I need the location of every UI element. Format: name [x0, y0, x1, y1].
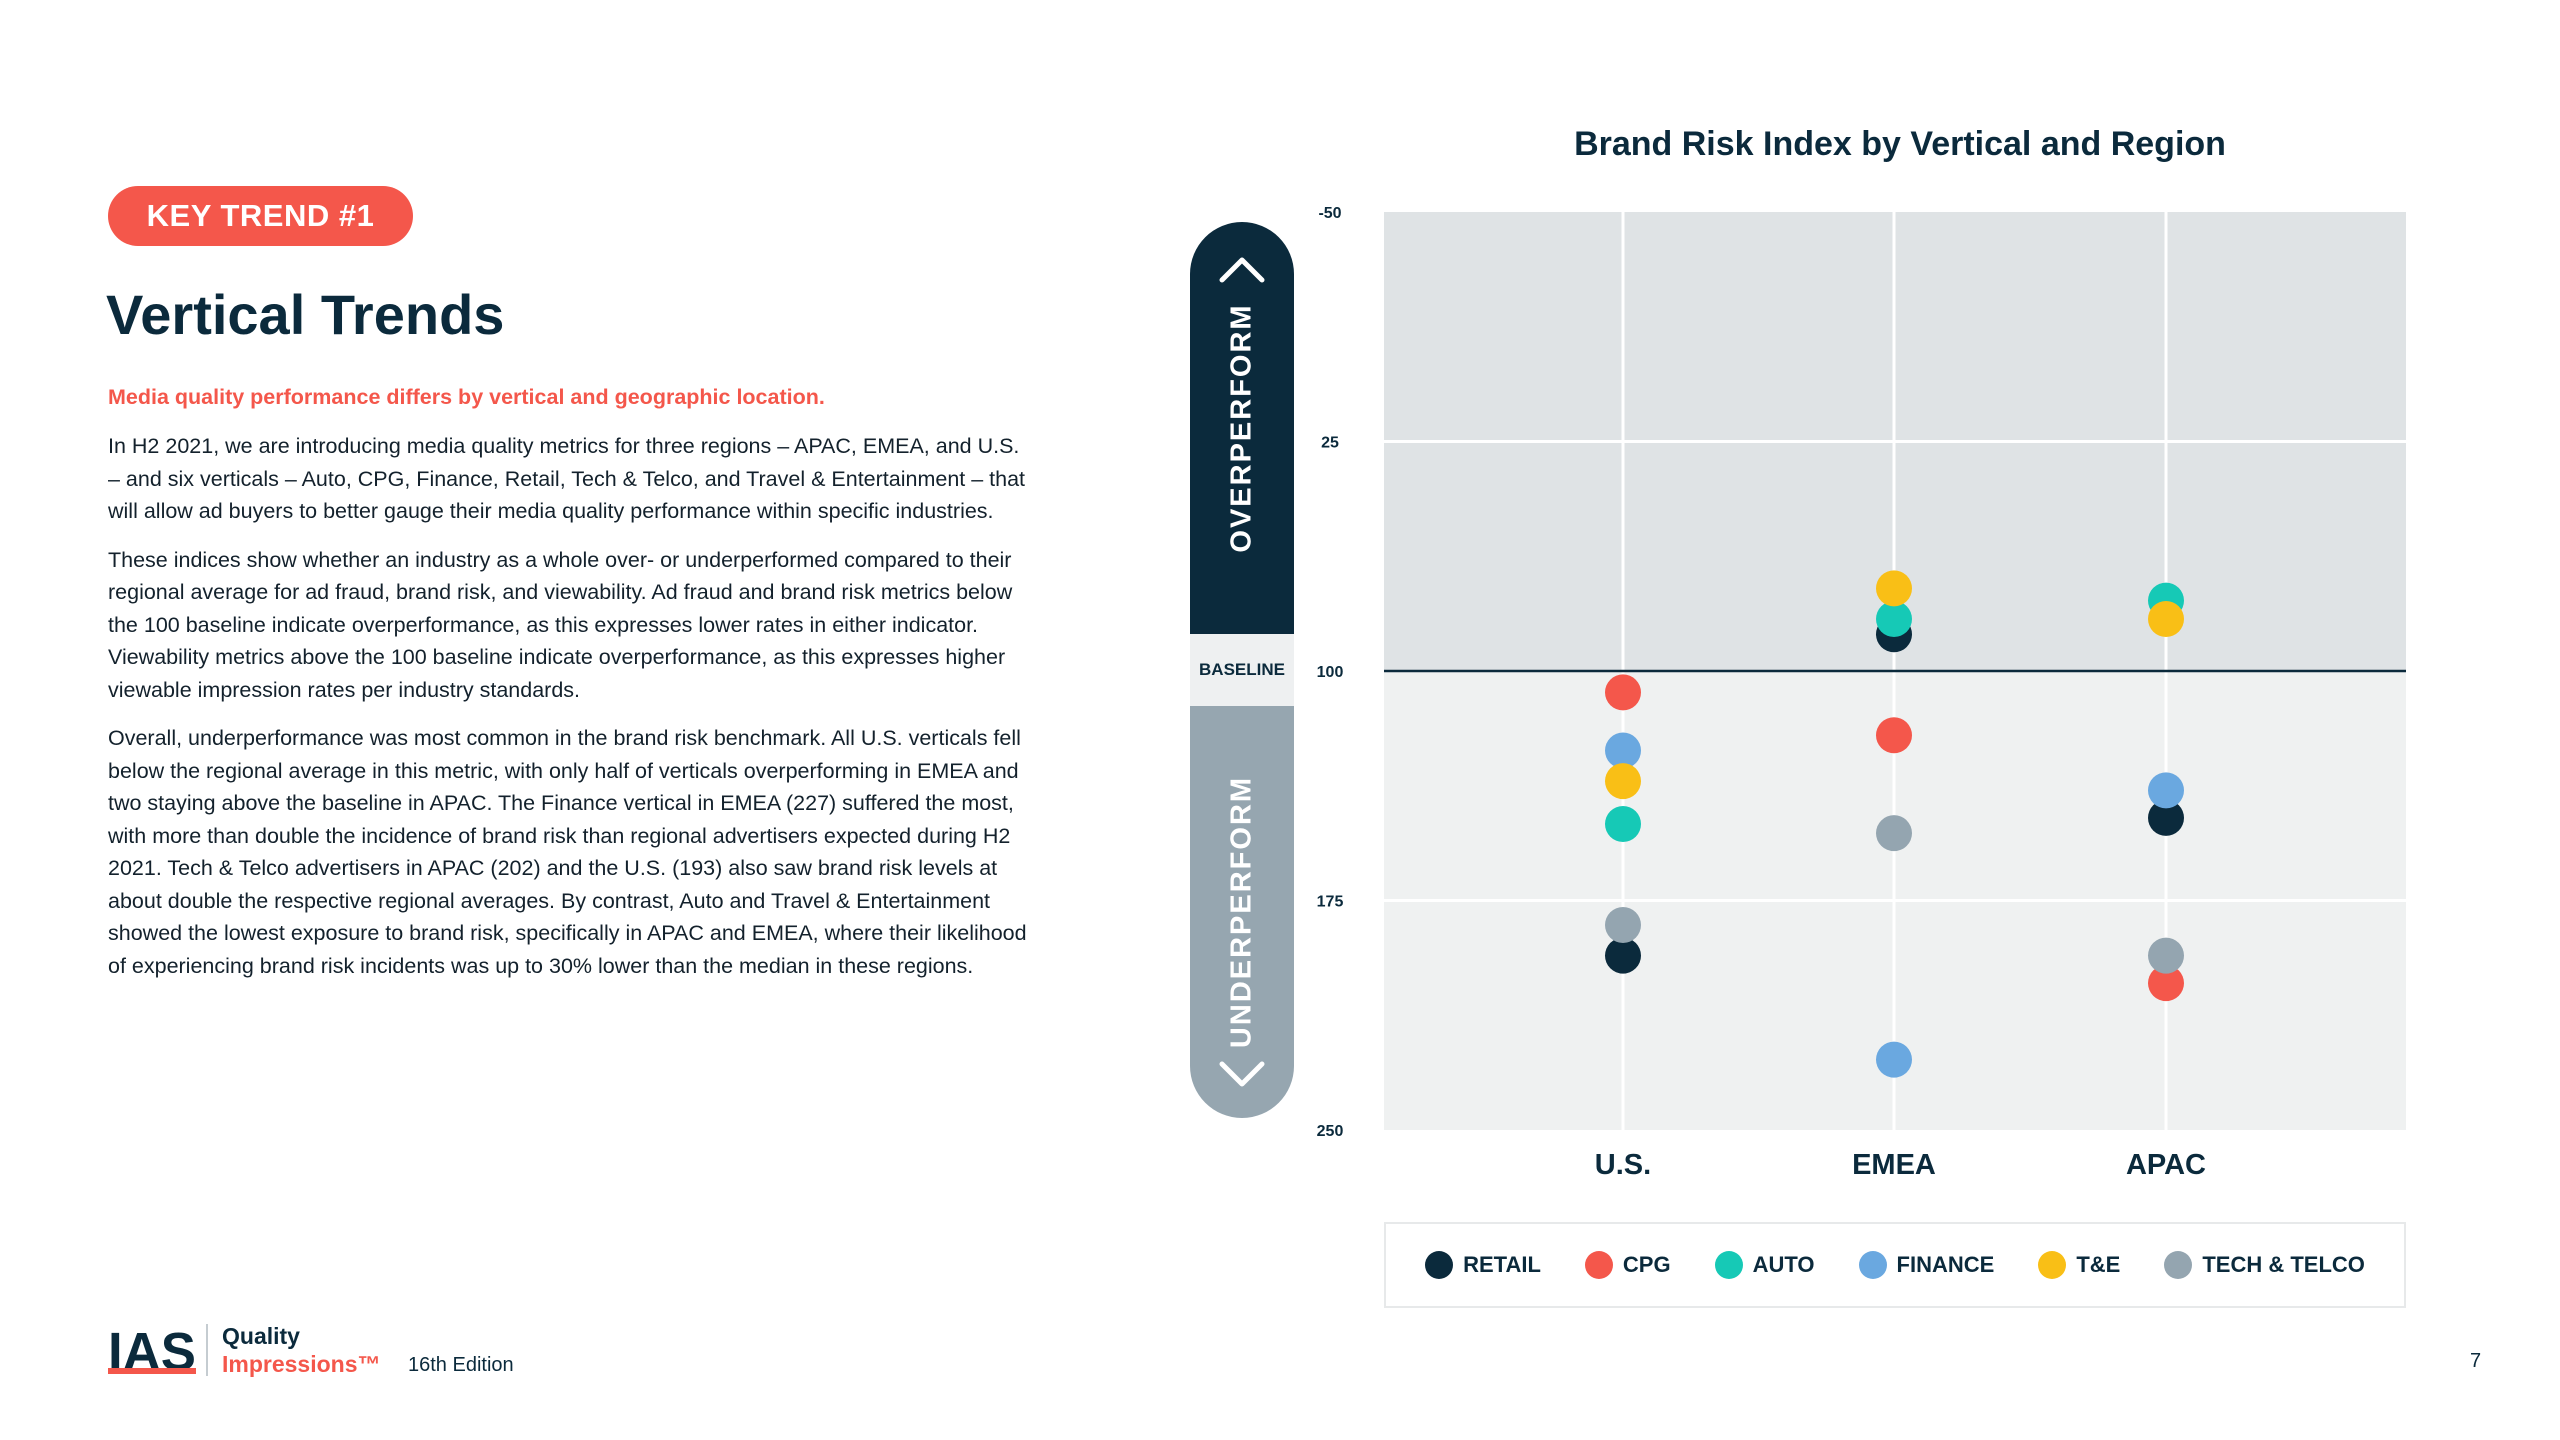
- legend-label: FINANCE: [1896, 1252, 1995, 1277]
- y-tick-label: 100: [1317, 664, 1344, 681]
- overperform-bar: OVERPERFORM: [1190, 222, 1294, 634]
- legend-item: T&E: [2038, 1251, 2120, 1279]
- data-point: [2148, 937, 2184, 974]
- y-tick-label: 175: [1317, 894, 1344, 911]
- legend-item: CPG: [1584, 1251, 1671, 1279]
- data-point: [1876, 570, 1912, 607]
- data-point: [1876, 717, 1912, 754]
- page-number: 7: [2470, 1350, 2482, 1372]
- data-point: [2148, 965, 2184, 1002]
- legend-swatch: [2164, 1251, 2193, 1279]
- legend-swatch: [1584, 1251, 1613, 1279]
- legend-label: CPG: [1622, 1252, 1671, 1277]
- data-point: [1876, 600, 1912, 637]
- y-tick-label: -50: [1318, 205, 1341, 222]
- legend-label: RETAIL: [1463, 1252, 1541, 1277]
- data-point: [1605, 906, 1641, 943]
- y-tick-label: 25: [1321, 435, 1339, 452]
- logo-divider: [206, 1324, 208, 1376]
- legend-label: AUTO: [1752, 1252, 1815, 1277]
- data-point: [1605, 763, 1641, 800]
- paragraph-2: These indices show whether an industry a…: [108, 547, 1013, 702]
- key-trend-badge: KEY TREND #1: [108, 186, 413, 246]
- baseline-band: BASELINE: [1190, 634, 1294, 706]
- legend-label: T&E: [2076, 1252, 2121, 1277]
- brand-quality: Quality: [222, 1323, 300, 1349]
- data-point: [1876, 815, 1912, 852]
- legend-item: RETAIL: [1425, 1251, 1541, 1279]
- edition-label: 16th Edition: [408, 1354, 514, 1376]
- legend-swatch: [1714, 1251, 1743, 1279]
- brand-impressions: Impressions™: [222, 1351, 381, 1377]
- chart-title: Brand Risk Index by Vertical and Region: [1574, 125, 2226, 163]
- underperform-label: UNDERPERFORM: [1225, 775, 1258, 1049]
- page-title: Vertical Trends: [106, 283, 505, 346]
- underperform-bar: UNDERPERFORM: [1190, 706, 1294, 1118]
- data-point: [2148, 799, 2184, 836]
- paragraph-3: Overall, underperformance was most commo…: [108, 726, 1027, 978]
- ias-logo: IAS: [108, 1322, 196, 1378]
- chart-legend: RETAIL CPG AUTO FINANCE T&E TECH & TELCO: [1384, 1222, 2406, 1308]
- legend-item: FINANCE: [1858, 1251, 1995, 1279]
- legend-swatch: [2038, 1251, 2067, 1279]
- brand-risk-chart: Brand Risk Index by Vertical and Region …: [1317, 125, 2406, 1181]
- paragraph-1: In H2 2021, we are introducing media qua…: [108, 434, 1026, 523]
- legend-swatch: [1425, 1251, 1454, 1279]
- x-tick-label: U.S.: [1595, 1149, 1651, 1181]
- data-point: [2148, 772, 2184, 809]
- x-tick-label: EMEA: [1852, 1149, 1936, 1181]
- data-point: [1876, 1041, 1912, 1078]
- lead-text: Media quality performance differs by ver…: [108, 385, 825, 409]
- legend-item: TECH & TELCO: [2164, 1251, 2365, 1279]
- data-point: [1605, 732, 1641, 769]
- x-tick-label: APAC: [2126, 1149, 2206, 1181]
- data-point: [2148, 600, 2184, 637]
- legend-item: AUTO: [1714, 1251, 1815, 1279]
- overperform-label: OVERPERFORM: [1225, 303, 1258, 553]
- y-tick-label: 250: [1317, 1123, 1344, 1140]
- legend-label: TECH & TELCO: [2202, 1252, 2365, 1277]
- data-point: [1605, 806, 1641, 842]
- chevron-up-icon: [1219, 257, 1265, 283]
- baseline-label: BASELINE: [1199, 660, 1285, 679]
- data-point: [1605, 937, 1641, 974]
- chevron-down-icon: [1219, 1061, 1265, 1087]
- data-point: [1605, 674, 1641, 711]
- legend-swatch: [1858, 1251, 1887, 1279]
- body-text: In H2 2021, we are introducing media qua…: [108, 430, 1033, 998]
